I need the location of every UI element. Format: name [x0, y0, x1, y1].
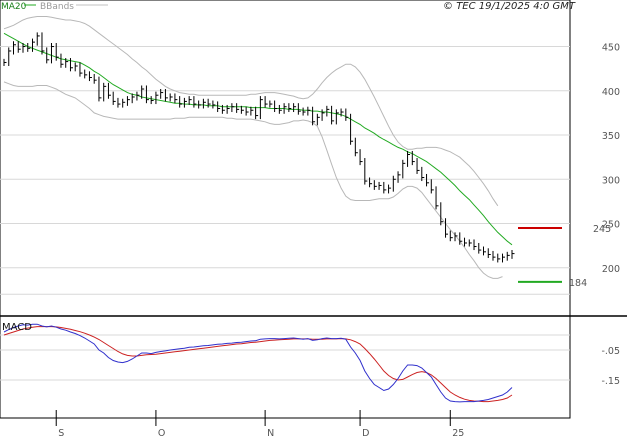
- y-axis-labels: 200 250 300 350 400 450 -.05 -.15: [601, 43, 620, 387]
- macd-panel: [3, 323, 513, 403]
- x-tick-label: S: [58, 428, 64, 439]
- ma20-line: [3, 32, 513, 246]
- price-tick-label: 350: [602, 131, 620, 142]
- legend-bbands: BBands: [40, 2, 74, 12]
- ma20-line: [3, 32, 513, 246]
- x-tick-label: O: [158, 428, 165, 439]
- x-tick-label: N: [267, 428, 274, 439]
- price-tick-label: 400: [602, 87, 620, 98]
- plot-frame: [0, 0, 571, 419]
- resistance-label: 245: [593, 224, 611, 235]
- bb-lower-line: [3, 81, 503, 279]
- price-tick-label: 250: [602, 220, 620, 231]
- grid: [0, 46, 570, 381]
- x-tick-label: D: [362, 428, 369, 439]
- macd-tick-label: -.05: [601, 346, 620, 357]
- legend-ma20: MA20: [1, 2, 27, 12]
- macd-tick-label: -.15: [601, 376, 620, 387]
- macd-title: MACD: [2, 322, 32, 333]
- price-bars: [3, 32, 515, 263]
- bb-upper-line: [3, 16, 499, 207]
- levels: 245 184: [518, 224, 611, 289]
- support-label: 184: [569, 278, 587, 289]
- watermark: © TEC 19/1/2025 4:0 GMT: [443, 1, 576, 12]
- x-axis-labels: S O N D 25: [55, 410, 464, 439]
- bollinger-bands: [3, 16, 503, 279]
- price-tick-label: 300: [602, 175, 620, 186]
- macd-signal-line: [3, 326, 513, 403]
- macd-line: [3, 323, 513, 403]
- x-tick-label: 25: [452, 428, 464, 439]
- price-tick-label: 450: [602, 43, 620, 54]
- price-tick-label: 200: [602, 264, 620, 275]
